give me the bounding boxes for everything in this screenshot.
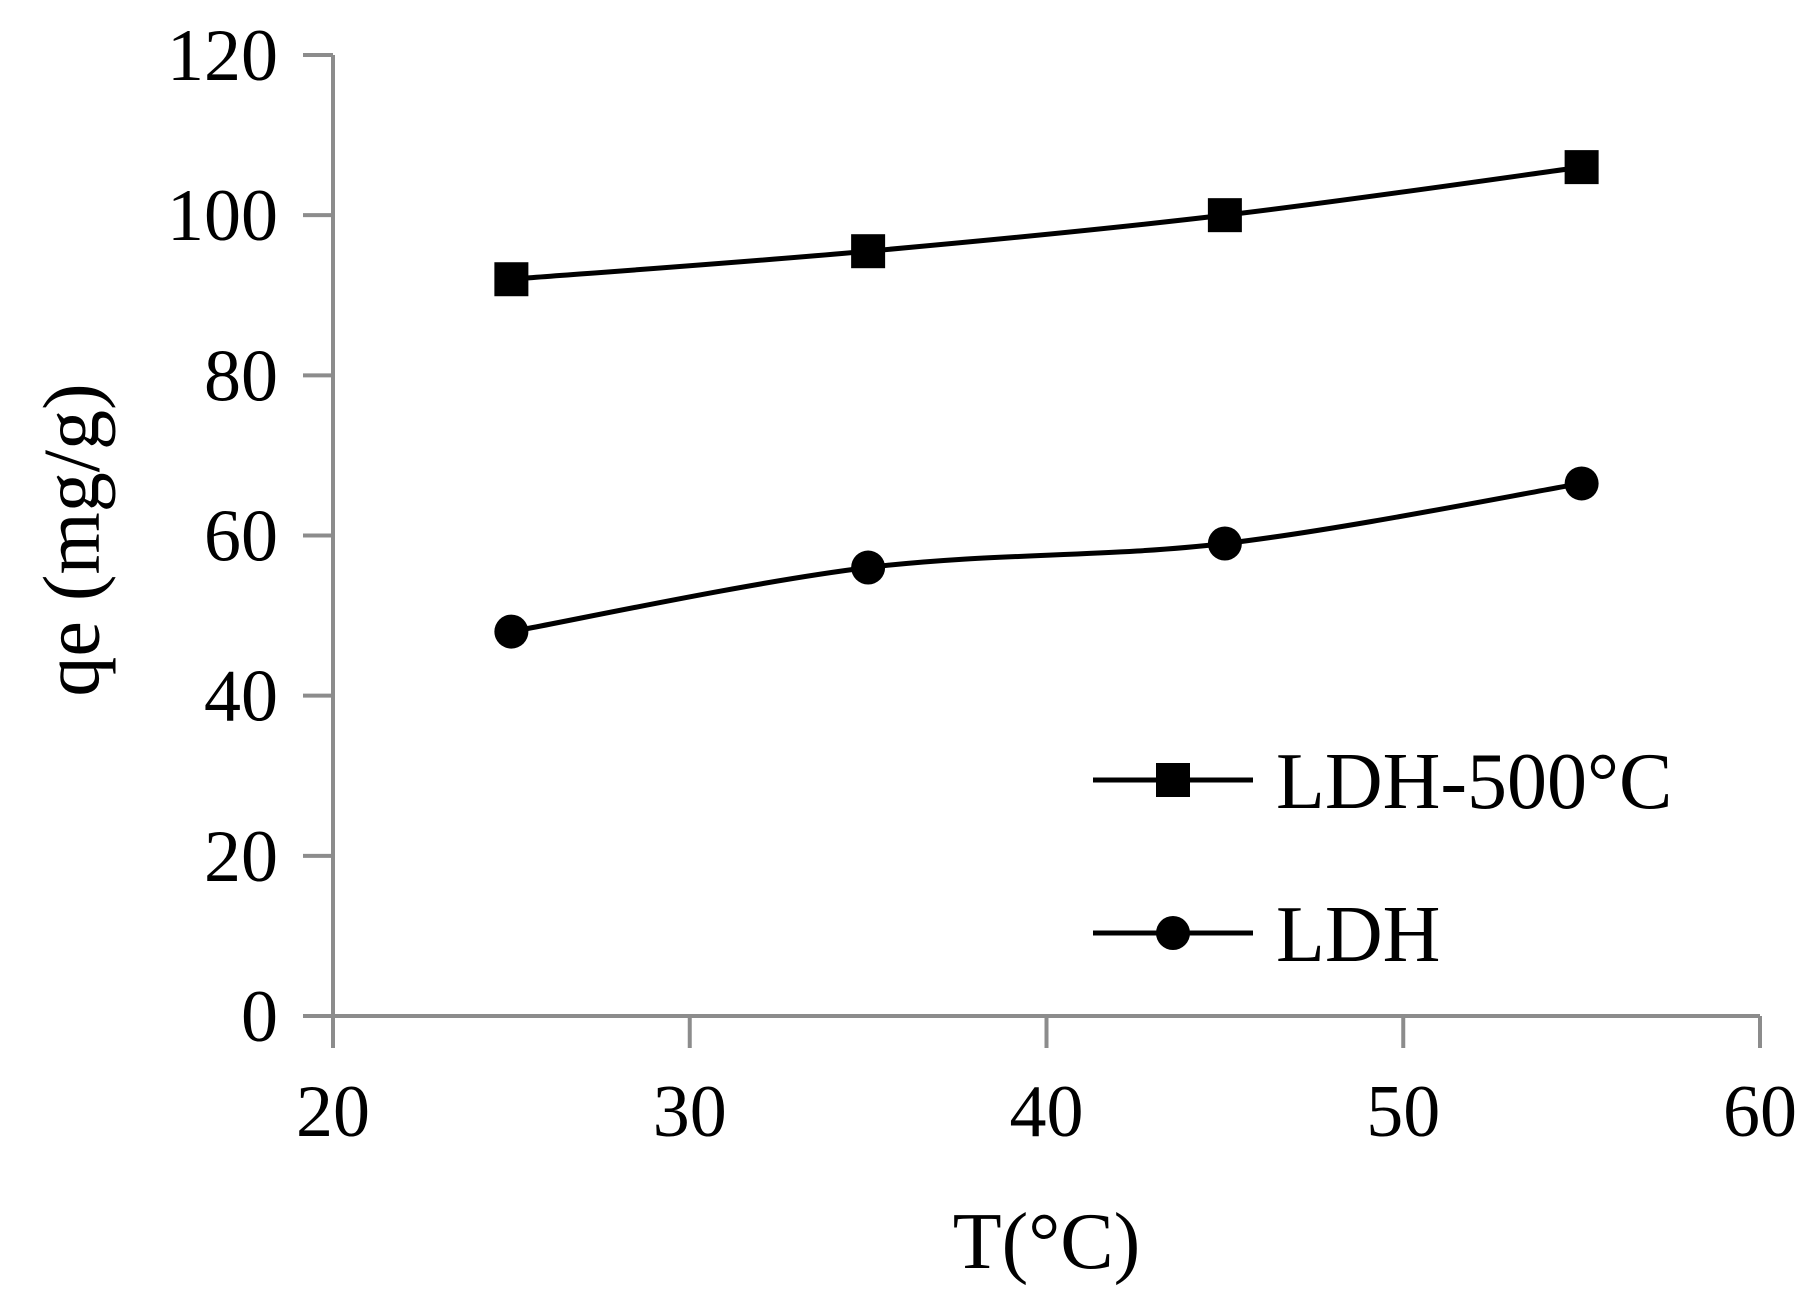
legend-label-ldh: LDH — [1276, 891, 1440, 979]
x-axis-title: T(°C) — [953, 1198, 1141, 1286]
legend-entry-ldh-500: LDH-500°C — [1093, 738, 1672, 826]
data-point-ldh — [1207, 526, 1242, 561]
x-tick-label: 50 — [1366, 1071, 1440, 1153]
x-tick-label: 20 — [296, 1071, 370, 1153]
y-tick-label: 0 — [241, 976, 278, 1058]
legend-entry-ldh: LDH — [1093, 891, 1440, 979]
data-point-ldh-500 — [1564, 150, 1599, 185]
data-point-ldh — [1564, 466, 1599, 501]
legend-marker-ldh — [1156, 916, 1190, 950]
data-point-ldh-500 — [1207, 198, 1242, 233]
data-point-ldh-500 — [494, 262, 529, 297]
series-line-ldh — [510, 480, 1583, 635]
legend-label-ldh-500: LDH-500°C — [1276, 738, 1672, 826]
legend: LDH-500°C LDH — [1093, 738, 1672, 979]
y-axis-title: qe (mg/g) — [28, 383, 116, 696]
y-tick-label: 40 — [204, 656, 278, 738]
y-tick-label: 60 — [204, 496, 278, 578]
series-layer — [494, 150, 1599, 649]
legend-marker-ldh-500 — [1156, 763, 1190, 797]
y-tick-label: 100 — [167, 175, 278, 257]
x-tick-label: 60 — [1723, 1071, 1797, 1153]
y-tick-label: 80 — [204, 335, 278, 417]
series-ldh-500 — [494, 150, 1599, 297]
y-tick-label: 120 — [167, 15, 278, 97]
data-point-ldh — [494, 614, 529, 649]
series-ldh — [494, 466, 1599, 649]
x-tick-label: 40 — [1010, 1071, 1084, 1153]
x-tick-label: 30 — [653, 1071, 727, 1153]
series-line-ldh-500 — [511, 164, 1582, 282]
y-tick-label: 20 — [204, 816, 278, 898]
data-point-ldh — [851, 550, 886, 585]
data-point-ldh-500 — [851, 234, 886, 269]
